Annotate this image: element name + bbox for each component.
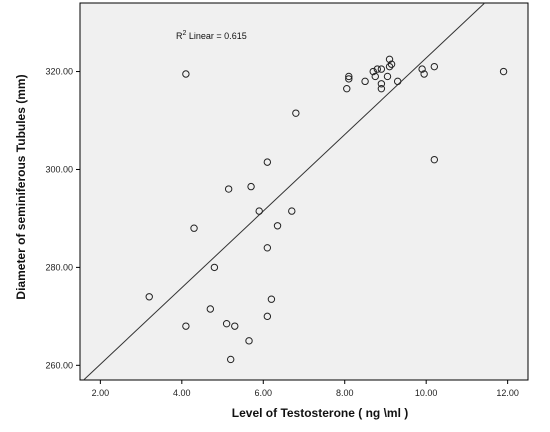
data-point	[292, 109, 300, 117]
r-squared-annotation: R2 Linear = 0.615	[176, 30, 247, 41]
x-tick-label: 6.00	[255, 388, 273, 398]
y-tick-label: 300.00	[45, 164, 73, 174]
data-point	[387, 60, 396, 68]
data-point	[267, 295, 276, 303]
data-point	[182, 70, 190, 78]
data-point	[420, 70, 428, 78]
data-point	[245, 337, 253, 345]
y-tick-label: 320.00	[45, 67, 73, 77]
data-points	[145, 55, 508, 364]
data-point	[345, 72, 353, 81]
x-tick-label: 2.00	[92, 388, 110, 398]
data-point	[255, 207, 263, 215]
data-point	[222, 319, 231, 328]
data-point	[210, 263, 219, 272]
plot-area	[79, 2, 529, 381]
y-tick-label: 280.00	[45, 262, 73, 272]
data-point	[273, 222, 282, 230]
data-point	[247, 182, 255, 191]
data-point	[385, 62, 394, 71]
data-point	[190, 224, 198, 232]
data-point	[263, 158, 272, 166]
data-point	[430, 62, 439, 71]
data-point	[206, 305, 215, 313]
data-point	[231, 322, 239, 330]
data-point	[430, 155, 439, 164]
data-point	[361, 77, 369, 86]
data-point	[371, 72, 379, 81]
linear-fit-line	[83, 2, 486, 381]
data-point	[224, 185, 233, 193]
data-point	[373, 65, 382, 73]
data-point	[343, 84, 351, 93]
y-tick-label: 260.00	[45, 360, 73, 370]
x-axis-ticks: 2.00 4.00 6.00 8.00 10.00 12.00	[92, 380, 519, 398]
data-point	[385, 55, 394, 64]
data-point	[377, 80, 386, 88]
data-point	[226, 355, 235, 364]
x-axis-title: Level of Testosterone ( ng \ml )	[232, 406, 408, 420]
x-tick-label: 4.00	[173, 388, 191, 398]
data-point	[499, 67, 508, 76]
data-point	[182, 322, 190, 330]
data-point	[369, 67, 377, 76]
data-point	[288, 207, 296, 215]
data-point	[263, 312, 272, 321]
x-tick-label: 10.00	[415, 388, 438, 398]
data-point	[377, 84, 386, 93]
y-axis-title: Diameter of seminiferous Tubules (mm)	[14, 74, 28, 299]
data-point	[377, 65, 386, 73]
data-point	[383, 72, 392, 81]
y-axis-ticks: 260.00 280.00 300.00 320.00	[45, 67, 80, 370]
data-point	[393, 77, 402, 86]
data-point	[145, 293, 153, 301]
data-point	[263, 244, 272, 252]
x-tick-label: 8.00	[336, 388, 354, 398]
data-point	[418, 65, 426, 73]
x-tick-label: 12.00	[496, 388, 519, 398]
data-point	[345, 75, 353, 83]
